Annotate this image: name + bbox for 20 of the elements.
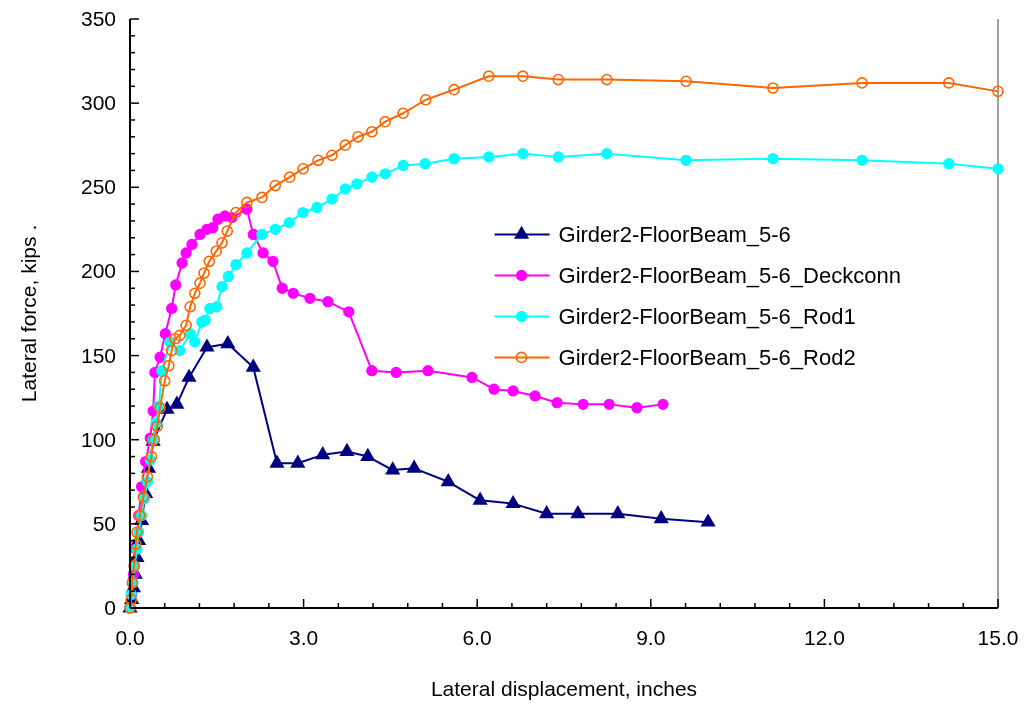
y-tick-label: 350: [80, 7, 116, 30]
y-tick-label: 0: [104, 596, 116, 619]
x-tick-label: 3.0: [289, 626, 319, 649]
y-tick-label: 250: [80, 175, 116, 199]
x-tick-label: 12.0: [803, 626, 845, 649]
y-tick-label: 50: [92, 511, 116, 535]
y-tick-label: 300: [80, 91, 116, 115]
legend-label: Girder2-FloorBeam_5-6: [558, 222, 791, 248]
x-tick-label: 0.0: [115, 626, 145, 649]
x-tick-label: 15.0: [977, 626, 1019, 649]
y-tick-label: 200: [80, 259, 116, 283]
x-axis-title: Lateral displacement, inches: [430, 677, 698, 700]
y-tick-label: 100: [80, 427, 116, 451]
legend-label: Girder2-FloorBeam_5-6_Deckconn: [558, 263, 901, 289]
x-tick-label: 6.0: [462, 626, 492, 649]
legend-label: Girder2-FloorBeam_5-6_Rod2: [558, 345, 856, 371]
x-tick-label: 9.0: [636, 626, 666, 649]
y-tick-label: 150: [80, 343, 116, 367]
legend-label: Girder2-FloorBeam_5-6_Rod1: [558, 304, 856, 330]
y-axis-title: Lateral force, kips .: [17, 224, 40, 403]
